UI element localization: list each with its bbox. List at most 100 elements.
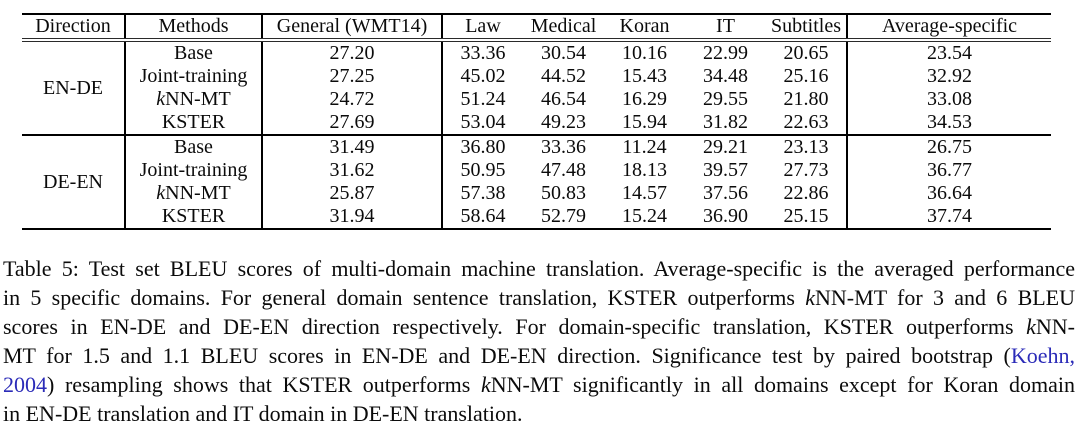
score-cell: 11.24 [622, 136, 667, 158]
caption-text: NN- [1035, 314, 1075, 339]
citation-link[interactable]: Koehn, [1010, 343, 1075, 368]
score-cell: 30.54 [541, 42, 586, 64]
score-cell: 33.36 [541, 136, 586, 158]
score-cell: 51.24 [460, 88, 506, 110]
caption: Table 5: Test set BLEU scores of multi-d… [3, 254, 1075, 428]
score-cell: 25.15 [766, 205, 848, 229]
score-cell: 32.92 [927, 65, 972, 87]
score-cell: 18.13 [622, 159, 667, 181]
caption-text: scores in EN-DE and DE-EN direction resp… [3, 314, 1027, 339]
header-general-wmt14: General (WMT14) [262, 14, 443, 42]
caption-line: scores in EN-DE and DE-EN direction resp… [3, 312, 1075, 341]
caption-text: NN-MT for 3 and 6 BLEU [815, 285, 1076, 310]
caption-text: Table 5: Test set BLEU scores of multi-d… [3, 256, 1075, 281]
table-row: EN-DE Base 27.20 33.36 30.54 10.16 22.99 20.65 2… [22, 40, 1051, 136]
score-cell: 36.64 [927, 182, 972, 204]
caption-text: in 5 specific domains. For general domai… [3, 285, 806, 310]
score-cell: 50.95 [460, 159, 506, 181]
score-cell: 26.75 [927, 136, 972, 158]
caption-line: 2004) resampling shows that KSTER outper… [3, 370, 1075, 399]
caption-text: ) resampling shows that KSTER outperform… [47, 372, 481, 397]
score-cell: 10.16 [622, 42, 667, 64]
score-cell: 22.63 [766, 111, 848, 136]
score-cell: 21.80 [766, 88, 848, 111]
direction-cell: DE-EN [22, 135, 126, 229]
italic-k: k [805, 285, 816, 310]
method-cell: kNN-MT [125, 182, 263, 205]
italic-k: k [1026, 314, 1036, 339]
score-cell: 15.94 [604, 111, 685, 136]
score-cell: 47.48 [541, 159, 586, 181]
method-cell: Base [125, 135, 263, 159]
score-cell: 31.94 [262, 205, 443, 229]
italic-k: k [156, 182, 166, 204]
score-cell: 45.02 [460, 65, 506, 87]
bleu-scores-table: Direction Methods General (WMT14) Law Me… [22, 13, 1051, 230]
score-cell: 52.79 [541, 205, 586, 227]
method-cell: KSTER [125, 205, 263, 229]
header-koran: Koran [604, 14, 685, 42]
method-cell: KSTER [125, 111, 263, 136]
score-cell: 36.90 [703, 205, 748, 227]
caption-text: in EN-DE translation and IT domain in DE… [3, 401, 523, 426]
score-cell: 22.86 [766, 182, 848, 205]
direction-cell: EN-DE [22, 40, 126, 136]
table-row: DE-EN Base 31.49 36.80 33.36 11.24 29.21 23.13 2… [22, 135, 1051, 229]
citation-link[interactable]: 2004 [3, 372, 47, 397]
score-cell: 25.16 [766, 65, 848, 88]
caption-line: Table 5: Test set BLEU scores of multi-d… [3, 254, 1075, 283]
header-methods: Methods [125, 14, 263, 42]
score-cell: 53.04 [442, 111, 523, 136]
method-cell: Joint-training [125, 65, 263, 88]
caption-line: in 5 specific domains. For general domai… [3, 283, 1075, 312]
method-cell: Base [125, 40, 263, 65]
score-cell: 31.49 [262, 135, 443, 159]
caption-text: NN-MT significantly in all domains excep… [490, 372, 1075, 397]
caption-text: MT for 1.5 and 1.1 BLEU scores in EN-DE … [3, 343, 1011, 368]
score-cell: 27.25 [262, 65, 443, 88]
score-cell: 31.62 [262, 159, 443, 182]
score-cell: 36.80 [460, 136, 506, 158]
score-cell: 22.99 [703, 42, 748, 64]
header-direction: Direction [22, 14, 126, 42]
score-cell: 46.54 [541, 88, 586, 110]
header-law: Law [442, 14, 523, 42]
score-cell: 36.77 [927, 159, 972, 181]
table-row: Joint-training 27.25 45.02 44.52 15.43 34.48 2… [22, 65, 1051, 88]
table-header: Direction Methods General (WMT14) Law Me… [22, 14, 1051, 42]
score-cell: 25.87 [262, 182, 443, 205]
method-cell: kNN-MT [125, 88, 263, 111]
score-cell: 15.43 [622, 65, 667, 87]
score-cell: 34.48 [703, 65, 748, 87]
score-cell: 37.74 [927, 205, 972, 227]
table-row: KSTER 31.94 58.64 52.79 15.24 36.90 25.15 37.74 [22, 205, 1051, 229]
method-cell: Joint-training [125, 159, 263, 182]
score-cell: 50.83 [541, 182, 586, 204]
italic-k: k [480, 372, 491, 397]
caption-line: in EN-DE translation and IT domain in DE… [3, 399, 1075, 428]
score-cell: 14.57 [622, 182, 667, 204]
score-cell: 34.53 [847, 111, 1051, 136]
score-cell: 49.23 [523, 111, 604, 136]
score-cell: 29.55 [703, 88, 748, 110]
score-cell: 29.21 [703, 136, 748, 158]
score-cell: 24.72 [262, 88, 443, 111]
table-row: kNN-MT 24.72 51.24 46.54 16.29 29.55 21.80 33.0… [22, 88, 1051, 111]
table-body: EN-DE Base 27.20 33.36 30.54 10.16 22.99 20.65 2… [22, 40, 1051, 229]
score-cell: 27.69 [262, 111, 443, 136]
score-cell: 15.24 [622, 205, 667, 227]
score-cell: 44.52 [541, 65, 586, 87]
score-cell: 31.82 [685, 111, 766, 136]
score-cell: 57.38 [460, 182, 506, 204]
score-cell: 20.65 [766, 40, 848, 65]
score-cell: 27.20 [262, 40, 443, 65]
header-it: IT [685, 14, 766, 42]
table-row: KSTER 27.69 53.04 49.23 15.94 31.82 22.63 34.53 [22, 111, 1051, 136]
score-cell: 23.13 [766, 135, 848, 159]
score-cell: 39.57 [703, 159, 748, 181]
header-row: Direction Methods General (WMT14) Law Me… [22, 14, 1051, 42]
caption-line: MT for 1.5 and 1.1 BLEU scores in EN-DE … [3, 341, 1075, 370]
table-row: kNN-MT 25.87 57.38 50.83 14.57 37.56 22.86 36.6… [22, 182, 1051, 205]
header-average-specific: Average-specific [847, 14, 1051, 42]
